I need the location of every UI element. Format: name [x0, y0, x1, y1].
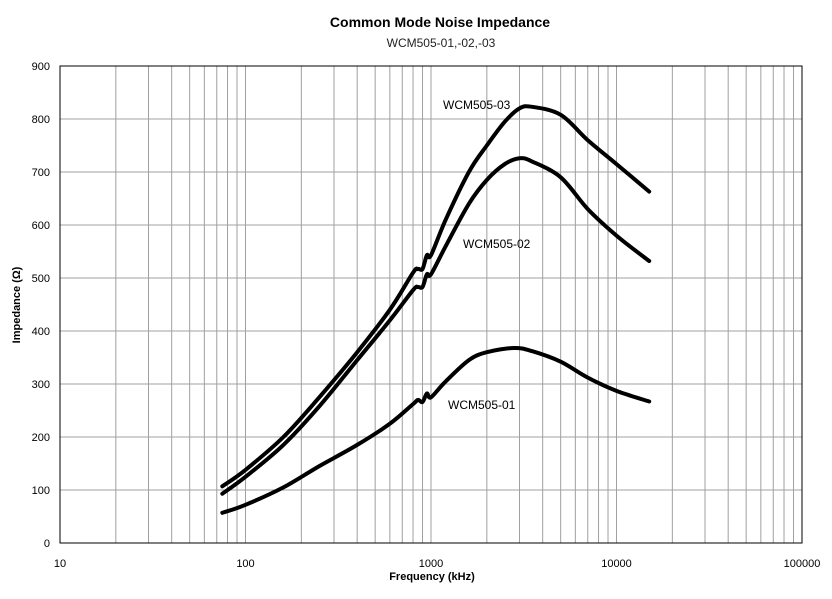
x-axis-ticks: 10 100 1000 10000 100000 [54, 558, 820, 570]
y-tick-label: 800 [32, 114, 50, 126]
y-tick-label: 100 [32, 485, 50, 497]
series-label-wcm505-01: WCM505-01 [448, 398, 516, 412]
series-line-wcm505-01 [220, 345, 652, 515]
x-tick-label: 100000 [784, 558, 821, 570]
series-lines [220, 104, 652, 515]
y-tick-label: 400 [32, 326, 50, 338]
x-tick-label: 10 [54, 558, 66, 570]
series-label-wcm505-02: WCM505-02 [463, 237, 531, 251]
chart-subtitle: WCM505-01,-02,-03 [387, 36, 496, 50]
y-tick-label: 600 [32, 220, 50, 232]
y-tick-label: 500 [32, 273, 50, 285]
grid [60, 66, 802, 543]
plot-frame [59, 65, 803, 544]
x-tick-label: 10000 [601, 558, 632, 570]
y-tick-label: 200 [32, 432, 50, 444]
series-label-wcm505-03: WCM505-03 [443, 98, 511, 112]
y-tick-label: 300 [32, 379, 50, 391]
series-line-wcm505-03 [220, 104, 652, 489]
y-tick-label: 0 [44, 538, 50, 550]
y-axis-label: Impedance (Ω) [11, 266, 23, 343]
chart-title: Common Mode Noise Impedance [330, 14, 550, 30]
y-axis-ticks: 0 100 200 300 400 500 600 700 800 900 [32, 61, 50, 550]
y-tick-label: 900 [32, 61, 50, 73]
series-line-wcm505-02 [220, 156, 652, 496]
x-tick-label: 1000 [419, 558, 443, 570]
x-tick-label: 100 [236, 558, 254, 570]
y-tick-label: 700 [32, 167, 50, 179]
x-axis-label: Frequency (kHz) [389, 571, 475, 583]
